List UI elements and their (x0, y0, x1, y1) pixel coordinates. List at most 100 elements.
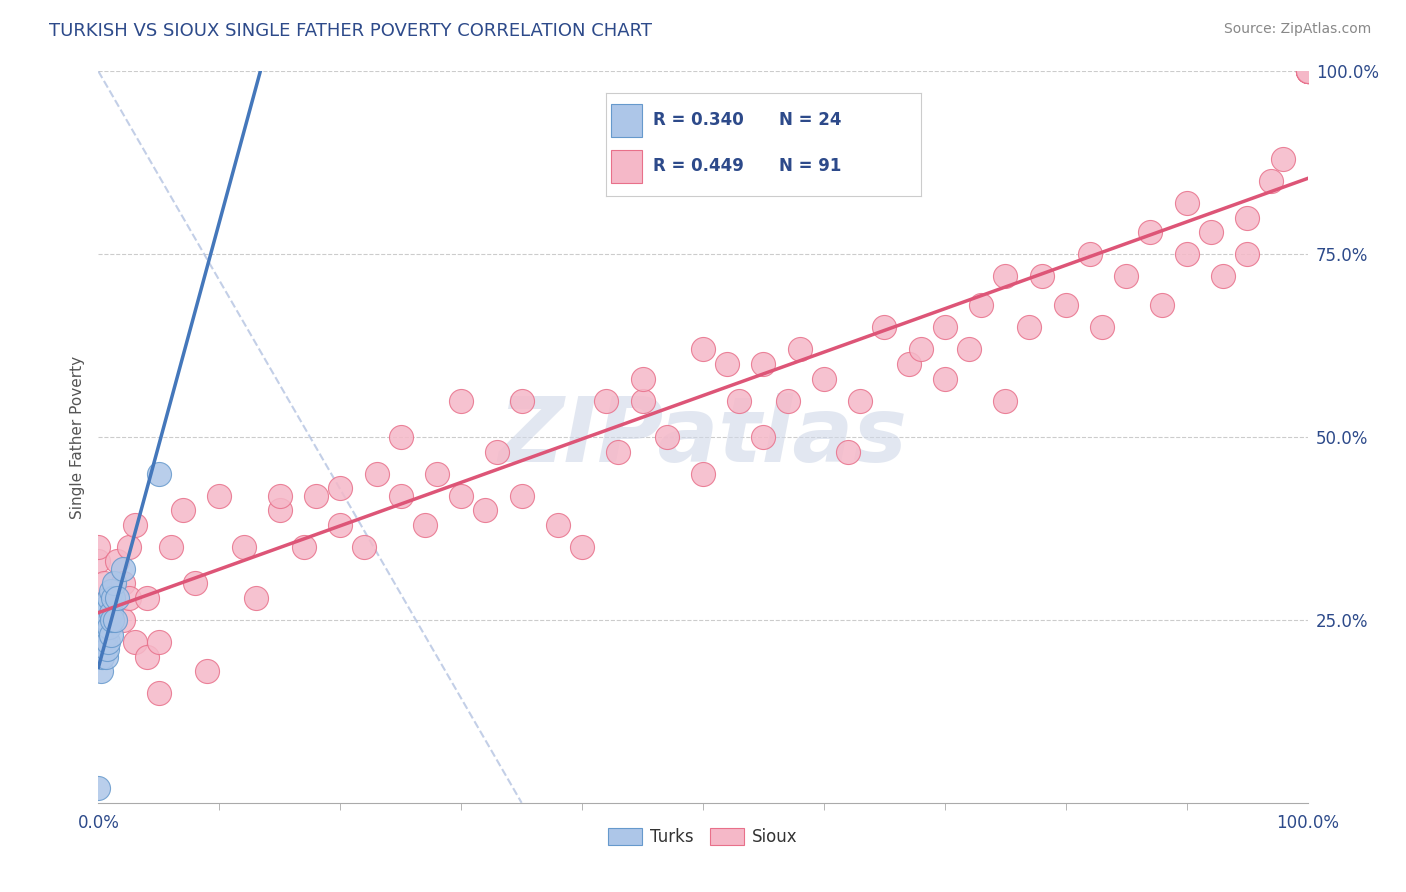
Point (1175, 247, 1198, 261)
Point (1236, 211, 1258, 225)
Point (100, 613, 122, 627)
Point (1091, 320, 1114, 334)
Point (124, 635, 146, 649)
Point (1054, 298, 1077, 312)
Point (607, 444, 630, 458)
Point (245, 591, 267, 605)
Point (97, 635, 120, 649)
Point (195, 664, 218, 678)
Point (105, 591, 128, 605)
Point (389, 489, 412, 503)
Point (98, 591, 121, 605)
Point (789, 343, 811, 357)
Point (1296, 64, 1319, 78)
Point (100, 583, 122, 598)
Point (1139, 225, 1161, 239)
Point (510, 489, 533, 503)
Point (100, 591, 122, 605)
Point (184, 576, 207, 591)
Point (1296, 64, 1319, 78)
Point (631, 371, 654, 385)
Point (716, 357, 738, 371)
Point (728, 393, 751, 408)
Point (1018, 320, 1040, 334)
Point (292, 540, 315, 554)
Point (97, 599, 120, 613)
Point (1078, 247, 1101, 261)
Point (1296, 64, 1319, 78)
Point (994, 269, 1017, 284)
Point (1115, 269, 1137, 284)
Point (450, 393, 472, 408)
Point (329, 517, 352, 532)
Point (413, 517, 436, 532)
Point (208, 489, 231, 503)
Point (111, 613, 134, 627)
Point (486, 444, 509, 458)
Point (813, 371, 835, 385)
Point (655, 430, 678, 444)
Point (90, 664, 112, 678)
Point (849, 393, 872, 408)
Point (87, 540, 110, 554)
Point (135, 591, 157, 605)
Point (366, 467, 388, 481)
Point (100, 606, 122, 620)
Point (1296, 64, 1319, 78)
Legend: Turks, Sioux: Turks, Sioux (602, 822, 804, 853)
Text: ZIPatlas: ZIPatlas (499, 393, 907, 481)
Point (897, 357, 920, 371)
Point (96, 642, 118, 657)
Point (104, 613, 127, 627)
Point (96, 613, 118, 627)
Point (100, 627, 122, 641)
Point (692, 343, 714, 357)
Point (160, 540, 183, 554)
Point (776, 393, 799, 408)
Point (1296, 64, 1319, 78)
Point (510, 393, 533, 408)
Point (87, 554, 110, 568)
Point (1212, 269, 1234, 284)
Point (93, 576, 115, 591)
Point (934, 371, 956, 385)
Point (91, 649, 114, 664)
Point (450, 489, 472, 503)
Point (994, 393, 1017, 408)
Point (269, 489, 291, 503)
Point (124, 517, 146, 532)
Point (135, 649, 157, 664)
Point (105, 554, 128, 568)
Point (305, 489, 328, 503)
Point (148, 467, 170, 481)
Point (98, 620, 121, 634)
Point (111, 576, 134, 591)
Point (571, 540, 593, 554)
Point (1272, 152, 1295, 166)
Point (94, 649, 117, 664)
Point (329, 481, 352, 495)
Point (148, 635, 170, 649)
Point (101, 591, 124, 605)
Point (269, 503, 291, 517)
Point (474, 503, 496, 517)
Point (426, 467, 449, 481)
Point (1175, 196, 1198, 211)
Point (752, 430, 775, 444)
Point (692, 467, 714, 481)
Point (957, 343, 980, 357)
Point (118, 540, 141, 554)
Point (1296, 64, 1319, 78)
Point (910, 343, 932, 357)
Point (837, 444, 859, 458)
Point (595, 393, 617, 408)
Point (118, 591, 141, 605)
Point (1296, 64, 1319, 78)
Point (752, 357, 775, 371)
Point (1236, 247, 1258, 261)
Point (148, 686, 170, 700)
Point (103, 576, 125, 591)
Point (87, 781, 110, 796)
Point (91, 635, 114, 649)
Point (100, 613, 122, 627)
